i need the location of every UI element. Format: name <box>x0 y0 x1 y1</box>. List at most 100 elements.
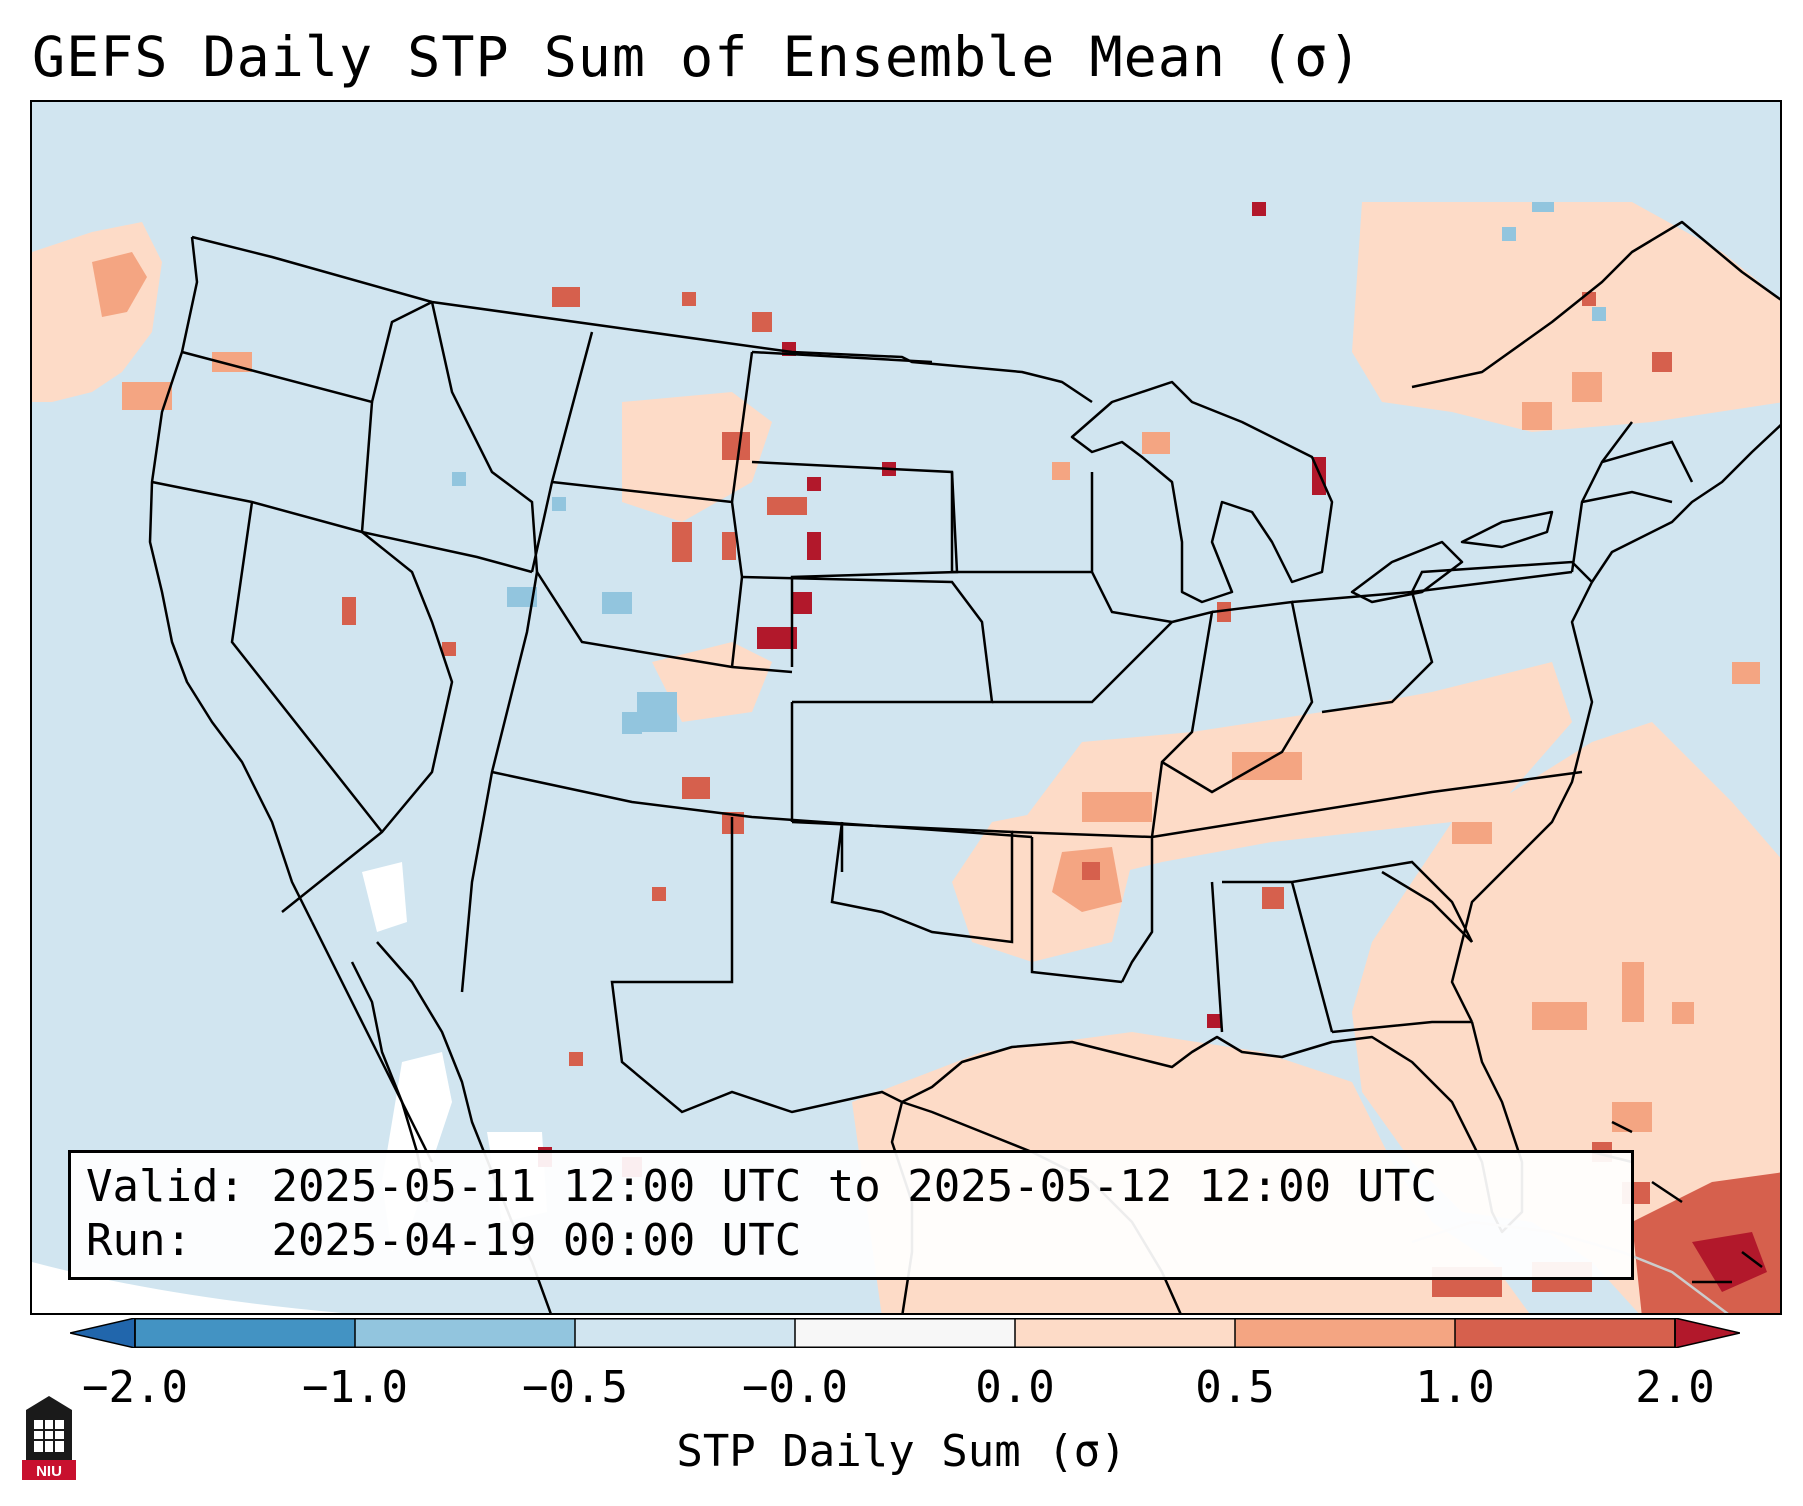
validity-info-box: Valid: 2025-05-11 12:00 UTC to 2025-05-1… <box>68 1150 1634 1280</box>
state-border <box>992 621 1173 704</box>
state-border <box>950 472 1173 624</box>
state-border <box>1030 837 1123 984</box>
pos-high-cell <box>1582 292 1596 306</box>
pos-mid-cell <box>1532 1002 1587 1030</box>
pos-max-region <box>1692 1232 1767 1292</box>
university-tower-icon: NIU <box>22 1396 76 1480</box>
pos-weak-region <box>1352 202 1780 432</box>
pos-max-cell <box>1252 202 1266 216</box>
colorbar-tick-label: 1.0 <box>1415 1362 1495 1413</box>
logo-grid <box>34 1420 64 1452</box>
pos-high-cell <box>552 287 580 307</box>
pos-high-cell <box>682 292 696 306</box>
neg-mid-cell <box>637 692 677 732</box>
run-label: Run: <box>86 1215 192 1266</box>
pos-high-cell <box>722 532 736 560</box>
state-border <box>610 817 903 1114</box>
pos-mid-cell <box>1572 372 1602 402</box>
colorbar-tick-label: 0.0 <box>975 1362 1055 1413</box>
neg-mid-cell <box>602 592 632 614</box>
pos-high-cell <box>1217 602 1231 622</box>
logo-banner <box>22 1460 76 1480</box>
valid-text: 2025-05-11 12:00 UTC to 2025-05-12 12:00… <box>271 1161 1438 1212</box>
pos-mid-cell <box>1142 432 1170 454</box>
colorbar-bin <box>795 1318 1016 1348</box>
state-border <box>281 401 454 913</box>
colorbar-bin <box>355 1318 576 1348</box>
state-border <box>1581 421 1673 504</box>
colorbar-tick-label: 2.0 <box>1635 1362 1715 1413</box>
colorbar-bin <box>135 1318 356 1348</box>
logo-window <box>34 1420 64 1452</box>
us-canada-border <box>191 235 1093 404</box>
state-border <box>1331 870 1473 1034</box>
colorbar-tick-label: 0.5 <box>1195 1362 1275 1413</box>
pos-weak-region <box>652 642 772 722</box>
map-svg <box>32 102 1780 1313</box>
lake-ontario-outline <box>1460 510 1554 549</box>
neg-mid-cell <box>622 712 642 734</box>
colorbar-tick-label: −0.0 <box>742 1362 848 1413</box>
colorbar-bin <box>575 1318 796 1348</box>
colorbar-label: STP Daily Sum (σ) <box>676 1426 1127 1477</box>
neg-mid-cell <box>452 472 466 486</box>
atlantic-coastline <box>1450 424 1780 1023</box>
colorbar-bin <box>1235 1318 1456 1348</box>
logo-text: NIU <box>36 1463 62 1480</box>
northeast-border <box>1411 220 1780 389</box>
state-border <box>741 575 994 704</box>
state-border <box>181 300 433 404</box>
pos-high-cell <box>722 432 750 460</box>
state-border <box>530 331 744 668</box>
pos-mid-cell <box>1052 462 1070 480</box>
lake-erie-outline <box>1350 540 1464 604</box>
hispaniola-outline <box>1692 1251 1763 1284</box>
state-border <box>1291 570 1573 714</box>
neg-mid-cell <box>552 497 566 511</box>
map-panel <box>30 100 1782 1315</box>
pos-high-cell <box>1652 352 1672 372</box>
pos-max-cell <box>807 532 821 560</box>
colorbar-tick-label: −2.0 <box>82 1362 188 1413</box>
state-border <box>1151 600 1583 839</box>
pos-mid-cell <box>1612 1102 1652 1132</box>
neg-mid-cell <box>1592 307 1606 321</box>
state-border <box>1210 860 1474 1033</box>
pos-max-cell <box>757 627 797 649</box>
pos-high-cell <box>1082 862 1100 880</box>
pos-high-cell <box>652 887 666 901</box>
pos-mid-cell <box>1672 1002 1694 1024</box>
state-border <box>430 301 539 573</box>
pos-max-cell <box>1207 1014 1221 1028</box>
state-border <box>230 501 383 833</box>
colorbar-tick-label: −1.0 <box>302 1362 408 1413</box>
great-lakes-outline <box>1070 380 1334 604</box>
neg-mid-cell <box>1502 227 1516 241</box>
state-border <box>1011 610 1214 983</box>
colorbar-extend-high <box>1674 1318 1740 1348</box>
pos-mid-cell <box>1522 402 1552 430</box>
state-border <box>460 571 539 993</box>
neg-mid-cell <box>507 587 537 607</box>
colorbar <box>70 1318 1740 1348</box>
pos-high-cell <box>1262 887 1284 909</box>
projection-edge <box>32 1262 343 1313</box>
run-line: Run: 2025-04-19 00:00 UTC <box>86 1215 801 1267</box>
baja-coastline <box>310 921 434 1163</box>
pos-max-cell <box>807 477 821 491</box>
valid-label: Valid: <box>86 1161 245 1212</box>
pos-mid-cell <box>1452 822 1492 844</box>
west-coastline <box>148 236 314 923</box>
pos-max-cell <box>792 592 812 614</box>
pos-mid-region <box>92 252 147 317</box>
pos-mid-cell <box>1082 792 1152 822</box>
pos-high-cell <box>682 777 710 799</box>
pos-high-cell <box>569 1052 583 1066</box>
pos-high-cell <box>672 522 692 562</box>
map-title: GEFS Daily STP Sum of Ensemble Mean (σ) <box>32 25 1363 89</box>
colorbar-extend-low <box>70 1318 136 1348</box>
anomaly-cells <box>122 202 1760 1297</box>
colorbar-tick-label: −0.5 <box>522 1362 628 1413</box>
colorbar-bin <box>1455 1318 1676 1348</box>
neg-mid-cell <box>1532 202 1554 212</box>
